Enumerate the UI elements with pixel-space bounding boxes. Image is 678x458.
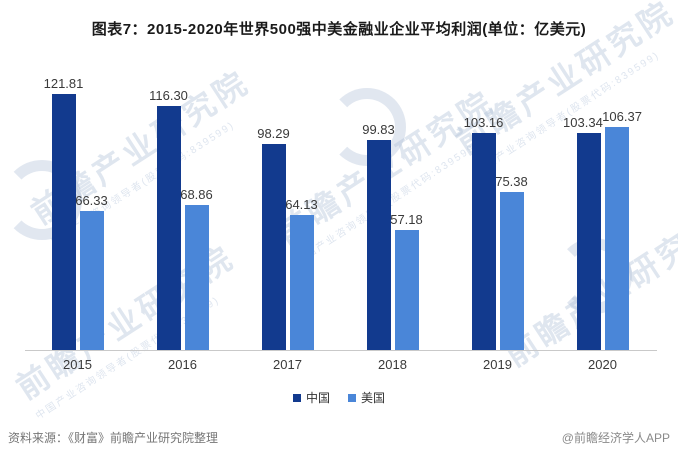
value-label: 64.13	[285, 197, 318, 212]
bar-group-2020: 103.34 106.37	[563, 109, 642, 350]
bar-slot: 98.29	[257, 126, 290, 350]
legend-item-中国: 中国	[292, 389, 330, 406]
bar-slot: 116.30	[149, 88, 188, 350]
bar-group-2017: 98.29 64.13	[257, 126, 318, 350]
value-label: 121.81	[43, 76, 84, 91]
bar-slot: 121.81	[44, 76, 83, 350]
legend-label: 中国	[305, 391, 330, 405]
value-label: 116.30	[149, 88, 188, 103]
bar-中国-2017	[261, 144, 286, 350]
bar-groups: 121.81 66.33 116.30 68.86 98.29 64.13 99.83 57.…	[25, 76, 655, 350]
bar-中国-2016	[156, 106, 181, 350]
value-label: 57.18	[390, 212, 423, 227]
bar-美国-2020	[604, 127, 629, 350]
bar-slot: 64.13	[285, 197, 318, 350]
chart-title: 图表7：2015-2020年世界500强中美金融业企业平均利润(单位：亿美元)	[91, 21, 587, 38]
legend-item-美国: 美国	[348, 389, 385, 406]
x-axis-labels: 2015 2016 2017 2018 2019 2020	[25, 357, 655, 372]
x-axis-label: 2017	[273, 357, 302, 372]
bar-中国-2019	[471, 133, 496, 350]
bar-slot: 75.38	[495, 174, 528, 350]
x-axis-label: 2018	[378, 357, 407, 372]
bar-slot: 103.34	[563, 115, 603, 350]
bar-group-2019: 103.16 75.38	[464, 115, 528, 350]
value-label: 106.37	[602, 109, 642, 124]
plot-area: 121.81 66.33 116.30 68.86 98.29 64.13 99.83 57.…	[25, 76, 655, 350]
bar-slot: 57.18	[390, 212, 423, 350]
value-label: 98.29	[257, 126, 290, 141]
value-label: 68.86	[180, 187, 213, 202]
bar-slot: 66.33	[75, 193, 108, 350]
credit-note: @前瞻经济学人APP	[561, 431, 670, 445]
value-label: 103.34	[563, 115, 603, 130]
x-axis-label: 2019	[483, 357, 512, 372]
bar-美国-2015	[79, 211, 104, 350]
bar-美国-2018	[394, 230, 419, 350]
bar-group-2018: 99.83 57.18	[362, 122, 423, 350]
source-note: 资料来源：《财富》前瞻产业研究院整理	[8, 431, 219, 445]
bar-slot: 68.86	[180, 187, 213, 350]
legend: 中国 美国	[0, 389, 678, 406]
legend-label: 美国	[361, 391, 386, 405]
bar-group-2016: 116.30 68.86	[149, 88, 213, 350]
bar-slot: 99.83	[362, 122, 395, 350]
x-axis-label: 2016	[168, 357, 197, 372]
x-axis-line	[25, 350, 657, 351]
value-label: 75.38	[495, 174, 528, 189]
bar-美国-2017	[289, 215, 314, 350]
bar-中国-2020	[576, 133, 601, 350]
bar-中国-2018	[366, 140, 391, 350]
value-label: 103.16	[463, 115, 504, 130]
bar-group-2015: 121.81 66.33	[44, 76, 108, 350]
bar-美国-2019	[499, 192, 524, 350]
value-label: 99.83	[362, 122, 395, 137]
value-label: 66.33	[75, 193, 108, 208]
bar-slot: 106.37	[602, 109, 642, 350]
legend-swatch-icon	[348, 393, 356, 402]
x-axis-label: 2020	[588, 357, 617, 372]
legend-swatch-icon	[292, 393, 301, 402]
x-axis-label: 2015	[63, 357, 92, 372]
bar-美国-2016	[184, 205, 209, 350]
bar-中国-2015	[51, 94, 76, 350]
bar-slot: 103.16	[464, 115, 503, 350]
